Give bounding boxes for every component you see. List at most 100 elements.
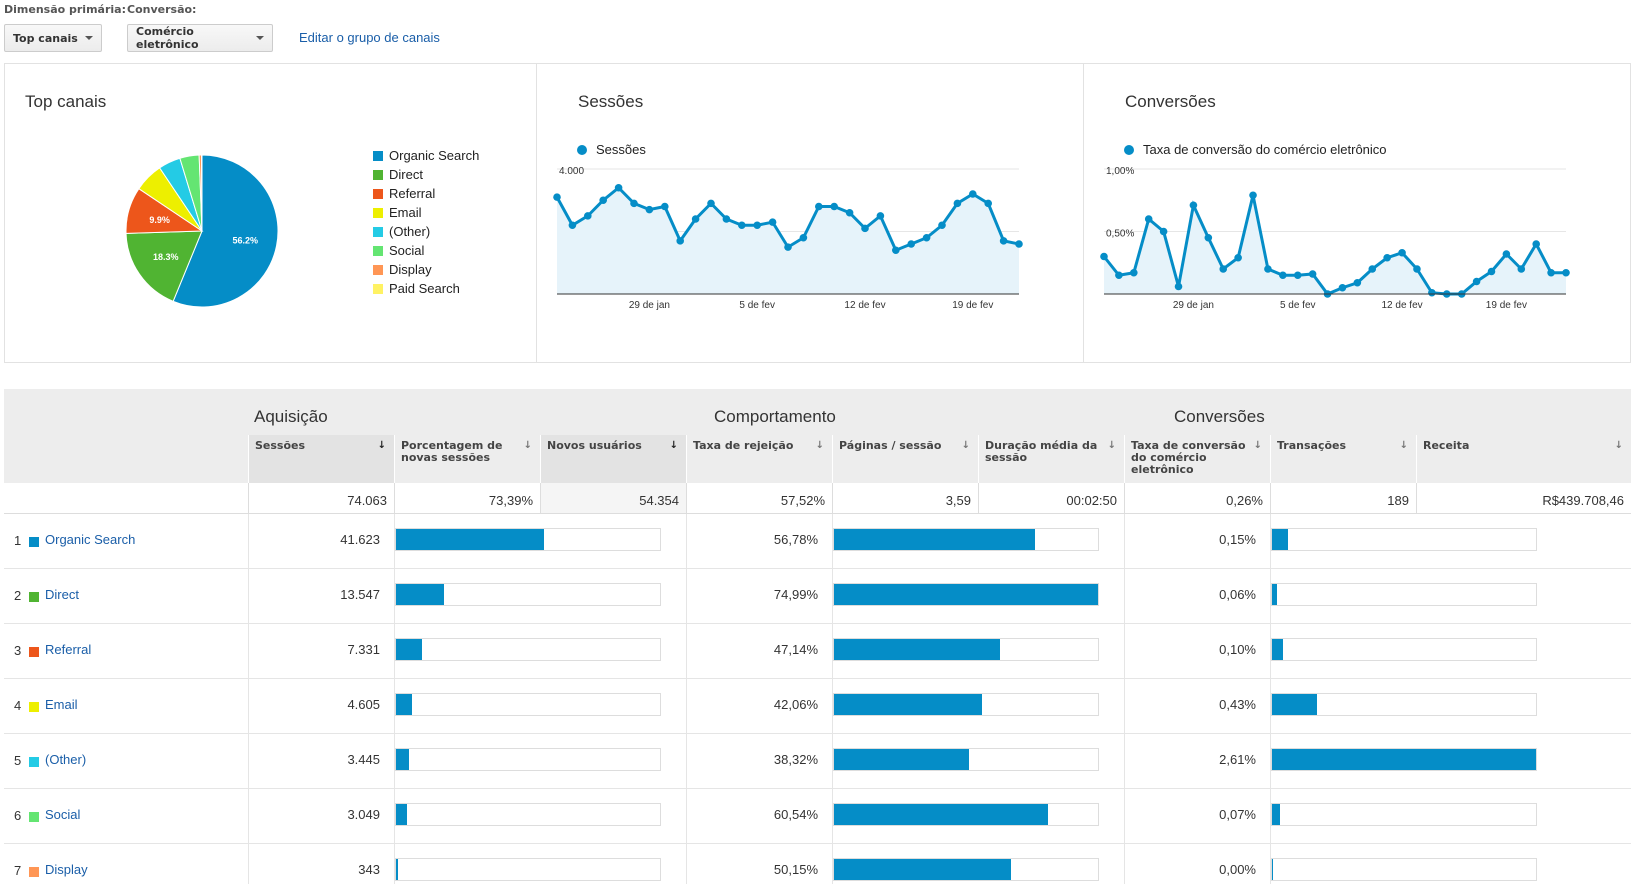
sessions-value: 343 (248, 844, 394, 884)
data-point (722, 215, 731, 223)
data-point (1115, 271, 1123, 280)
row-rank: 4 (14, 698, 22, 713)
data-point (1398, 248, 1406, 257)
legend-swatch (373, 188, 383, 199)
channel-link[interactable]: Referral (45, 642, 92, 657)
data-point (1234, 253, 1242, 262)
bar-fill (834, 584, 1098, 605)
data-point (1144, 215, 1153, 223)
channel-swatch (29, 757, 39, 767)
bar-track (395, 803, 661, 826)
data-point (799, 233, 808, 242)
sort-down-arrow-icon[interactable]: ↓ (1107, 440, 1116, 451)
bar-track (395, 693, 661, 716)
bar-track (395, 583, 661, 606)
legend-swatch (373, 226, 383, 237)
column-header-revenue[interactable]: Receita ↓ (1416, 435, 1631, 483)
table-row: 5 (Other) 3.445 38,32% 2,61% (4, 734, 1631, 789)
conversion-rate-bar-cell (1270, 844, 1562, 884)
bar-fill (834, 639, 1001, 660)
data-point (1015, 240, 1023, 248)
column-header-sessions[interactable]: Sessões ↓ (248, 435, 394, 483)
total-bounce-rate: 57,52% (686, 483, 832, 514)
legend-label: Referral (389, 186, 436, 201)
edit-channel-group-link[interactable]: Editar o grupo de canais (299, 30, 440, 45)
legend-swatch (373, 264, 383, 275)
column-header-bounce-rate[interactable]: Taxa de rejeição ↓ (686, 435, 832, 483)
data-point (1100, 252, 1108, 261)
legend-swatch (373, 169, 383, 180)
conversion-rate-value: 0,06% (1124, 569, 1270, 624)
sessions-value: 41.623 (248, 514, 394, 569)
data-point (1353, 278, 1362, 287)
sort-down-arrow-icon[interactable]: ↓ (815, 440, 824, 451)
sort-down-arrow-icon[interactable]: ↓ (1399, 440, 1408, 451)
channel-link[interactable]: (Other) (45, 752, 87, 767)
conversion-rate-value: 0,10% (1124, 624, 1270, 679)
bar-track (833, 583, 1099, 606)
total-sessions: 74.063 (248, 483, 394, 514)
column-header-new-sessions-pct[interactable]: Porcentagem de novas sessões ↓ (394, 435, 540, 483)
sort-down-arrow-icon[interactable]: ↓ (961, 440, 970, 451)
bounce-rate-bar-cell (832, 844, 1124, 884)
sessions-bar-cell (394, 679, 686, 734)
conversion-dropdown[interactable]: Comércio eletrônico (127, 24, 273, 52)
channel-link[interactable]: Direct (45, 587, 79, 602)
legend-item: Email (373, 205, 422, 220)
bounce-rate-value: 60,54% (686, 789, 832, 844)
column-header-transactions[interactable]: Transações ↓ (1270, 435, 1416, 483)
sort-down-arrow-icon[interactable]: ↓ (1253, 440, 1262, 451)
series-dot-icon (577, 144, 587, 155)
legend-item: Referral (373, 186, 435, 201)
row-rank: 3 (14, 643, 22, 658)
data-point (1562, 268, 1570, 277)
pie-slice-label: 56.2% (232, 236, 258, 246)
data-point (1368, 265, 1377, 273)
sort-down-arrow-icon[interactable]: ↓ (1614, 440, 1623, 451)
channel-link[interactable]: Social (45, 807, 81, 822)
sort-down-arrow-icon[interactable]: ↓ (377, 440, 386, 451)
channels-table: Aquisição Comportamento Conversões Sessõ… (4, 389, 1631, 884)
series-legend: Taxa de conversão do comércio eletrônico (1124, 142, 1387, 157)
channel-link[interactable]: Display (45, 862, 88, 877)
total-avg-session-duration: 00:02:50 (978, 483, 1124, 514)
sort-down-arrow-icon[interactable]: ↓ (669, 440, 678, 451)
bar-track (833, 858, 1099, 881)
bounce-rate-bar-cell (832, 679, 1124, 734)
bar-track (833, 803, 1099, 826)
data-point (1279, 271, 1287, 280)
bar-fill (1272, 749, 1536, 770)
data-point (1308, 270, 1317, 278)
column-header-label: Porcentagem de novas sessões (401, 439, 503, 464)
sort-down-arrow-icon[interactable]: ↓ (523, 440, 532, 451)
channel-cell: 5 (Other) (4, 734, 248, 789)
primary-dimension-dropdown[interactable]: Top canais (4, 24, 102, 52)
data-point (1130, 268, 1138, 277)
sessions-bar-cell (394, 734, 686, 789)
data-point (1383, 253, 1391, 262)
column-header-avg-session-duration[interactable]: Duração média da sessão ↓ (978, 435, 1124, 483)
data-point (1293, 271, 1302, 280)
data-point (1249, 191, 1257, 200)
area-fill (557, 187, 1019, 294)
x-tick-label: 19 de fev (952, 300, 993, 311)
conversion-rate-bar-cell (1270, 624, 1562, 679)
pie-slice (172, 154, 279, 308)
conversion-rate-value: 0,07% (1124, 789, 1270, 844)
x-tick-label: 5 de fev (739, 300, 775, 311)
column-header-label: Novos usuários (547, 439, 642, 452)
chevron-down-icon (85, 36, 93, 40)
column-header-ecommerce-conversion-rate[interactable]: Taxa de conversão do comércio eletrônico… (1124, 435, 1270, 483)
data-point (784, 243, 792, 251)
conversion-label: Conversão: (127, 3, 197, 16)
panel-title: Top canais (25, 92, 107, 111)
data-point (768, 218, 777, 226)
channel-link[interactable]: Email (45, 697, 78, 712)
row-rank: 5 (14, 753, 22, 768)
channel-link[interactable]: Organic Search (45, 532, 136, 547)
column-header-pages-per-session[interactable]: Páginas / sessão ↓ (832, 435, 978, 483)
channel-cell: 1 Organic Search (4, 514, 248, 569)
column-header-new-users[interactable]: Novos usuários ↓ (540, 435, 686, 483)
